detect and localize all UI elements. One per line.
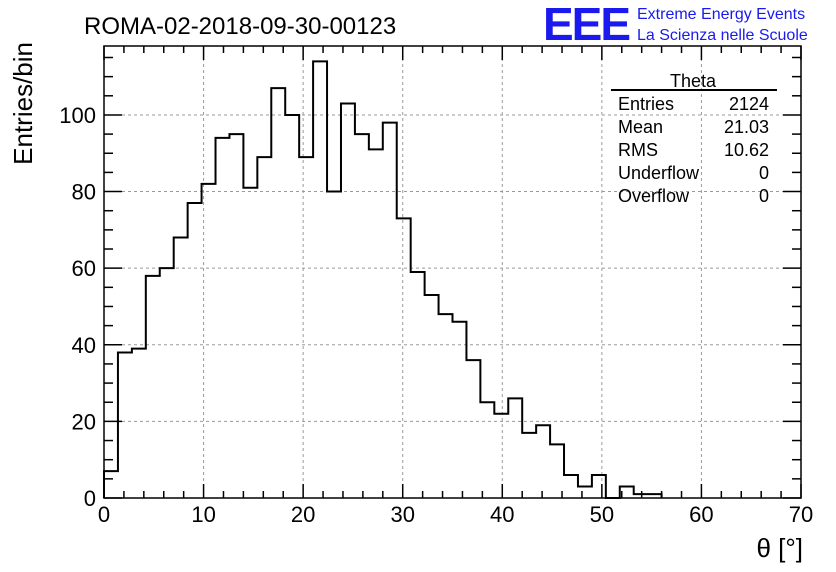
grid-lines [104,46,801,498]
plot-frame [103,45,802,499]
chart-title: ROMA-02-2018-09-30-00123 [84,13,396,40]
stats-row-value: 10.62 [724,140,769,160]
x-tick-label: 70 [789,502,813,527]
x-axis-label: θ [°] [756,533,803,563]
eee-logo-line1: Extreme Energy Events [637,6,805,23]
stats-box-title: Theta [670,71,717,91]
y-tick-label: 40 [72,333,96,358]
eee-logo-line2: La Scienza nelle Scuole [637,27,808,44]
stats-row-value: 2124 [729,94,769,114]
y-tick-label: 0 [84,486,96,511]
x-tick-label: 50 [590,502,614,527]
stats-row-label: Entries [618,94,674,114]
stats-row-value: 21.03 [724,117,769,137]
stats-box: Theta Entries 2124 Mean 21.03 RMS 10.62 Underf… [611,71,777,206]
axis-tick-labels: 0 10 20 30 40 50 60 70 0 20 40 60 80 100 [59,103,813,527]
axis-ticks [103,46,802,499]
x-tick-label: 0 [98,502,110,527]
stats-row-value: 0 [759,163,769,183]
x-tick-label: 30 [390,502,414,527]
stats-row-label: RMS [618,140,658,160]
x-tick-label: 40 [490,502,514,527]
histogram-series-line [103,60,663,499]
y-tick-label: 100 [59,103,96,128]
stats-row-label: Mean [618,117,663,137]
y-tick-label: 80 [72,180,96,205]
y-tick-label: 20 [72,409,96,434]
y-axis-label: Entries/bin [8,42,38,165]
stats-row-value: 0 [759,186,769,206]
eee-logo-mark: EEE [543,0,629,50]
stats-box-rows: Entries 2124 Mean 21.03 RMS 10.62 Underflow 0 Ov… [618,94,769,206]
x-tick-label: 60 [689,502,713,527]
stats-row-label: Overflow [618,186,690,206]
x-tick-label: 20 [291,502,315,527]
stats-row-label: Underflow [618,163,700,183]
eee-logo: EEE Extreme Energy Events La Scienza nel… [543,0,808,50]
y-tick-label: 60 [72,256,96,281]
x-tick-label: 10 [191,502,215,527]
